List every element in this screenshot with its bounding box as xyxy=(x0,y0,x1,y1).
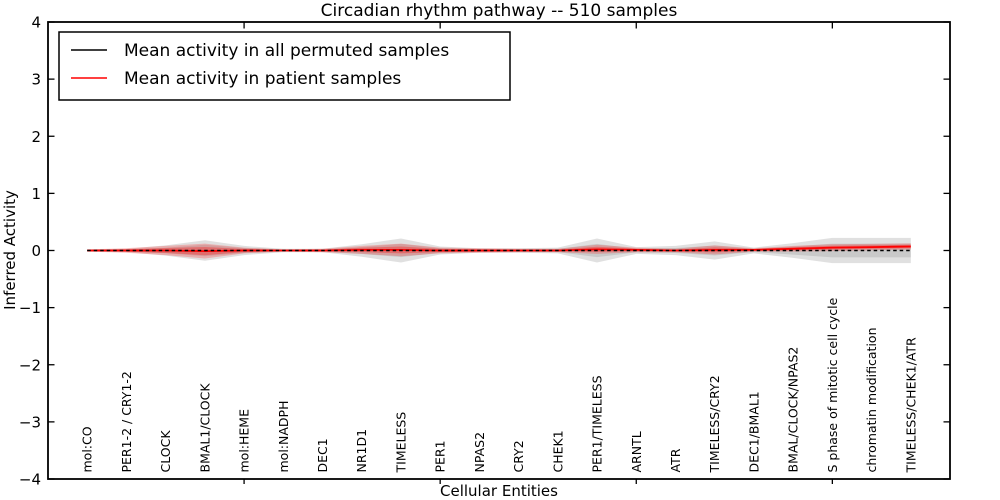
x-category-labels: mol:CO PER1-2 / CRY1-2 CLOCK BMAL1/CLOCK mol… xyxy=(80,297,919,473)
x-category-label: NPAS2 xyxy=(472,432,487,473)
x-category-label: CHEK1 xyxy=(550,430,565,472)
x-category-label: ARNTL xyxy=(629,431,644,472)
y-tick-label: 2 xyxy=(31,128,41,146)
legend-box xyxy=(58,31,511,101)
y-tick-label: 0 xyxy=(31,242,41,260)
x-category-label: DEC1/BMAL1 xyxy=(746,391,761,472)
x-category-label: NR1D1 xyxy=(354,429,369,473)
x-category-label: PER1/TIMELESS xyxy=(590,375,605,472)
x-category-label: TIMELESS/CHEK1/ATR xyxy=(903,337,918,474)
y-tick-label: −3 xyxy=(19,413,41,431)
legend-label-patient: Mean activity in patient samples xyxy=(124,69,401,89)
x-axis-label: Cellular Entities xyxy=(440,482,558,500)
legend: Mean activity in all permuted samples Me… xyxy=(58,31,511,101)
x-category-label: CLOCK xyxy=(158,430,173,473)
plot-border xyxy=(47,21,951,480)
x-category-label: TIMELESS xyxy=(394,412,409,474)
y-tick-label: 3 xyxy=(31,71,41,89)
x-category-label: DEC1 xyxy=(315,438,330,472)
x-category-label: CRY2 xyxy=(511,440,526,472)
x-category-label: S phase of mitotic cell cycle xyxy=(825,297,840,472)
y-axis-label: Inferred Activity xyxy=(1,190,19,310)
x-category-label: TIMELESS/CRY2 xyxy=(707,375,722,473)
chart-title: Circadian rhythm pathway -- 510 samples xyxy=(321,1,678,21)
y-tick-label: −2 xyxy=(19,356,41,374)
y-tick-label: 1 xyxy=(31,185,41,203)
x-category-label: mol:CO xyxy=(80,426,95,472)
mean-lines xyxy=(87,245,911,253)
y-tick-label: −1 xyxy=(19,299,41,317)
y-tick-label: −4 xyxy=(19,471,41,489)
legend-label-permuted: Mean activity in all permuted samples xyxy=(124,41,449,61)
axis-ticks: 4 3 2 1 0 −1 −2 −3 −4 xyxy=(19,14,950,489)
x-category-label: PER1-2 / CRY1-2 xyxy=(119,371,134,472)
x-category-label: mol:NADPH xyxy=(276,401,291,473)
x-category-label: PER1 xyxy=(433,440,448,472)
x-category-label: ATR xyxy=(668,448,683,472)
y-tick-label: 4 xyxy=(31,14,41,32)
x-category-label: mol:HEME xyxy=(237,409,252,473)
x-category-label: BMAL1/CLOCK xyxy=(197,383,212,473)
x-category-label: chromatin modification xyxy=(864,328,879,473)
x-category-label: BMAL/CLOCK/NPAS2 xyxy=(786,347,801,473)
